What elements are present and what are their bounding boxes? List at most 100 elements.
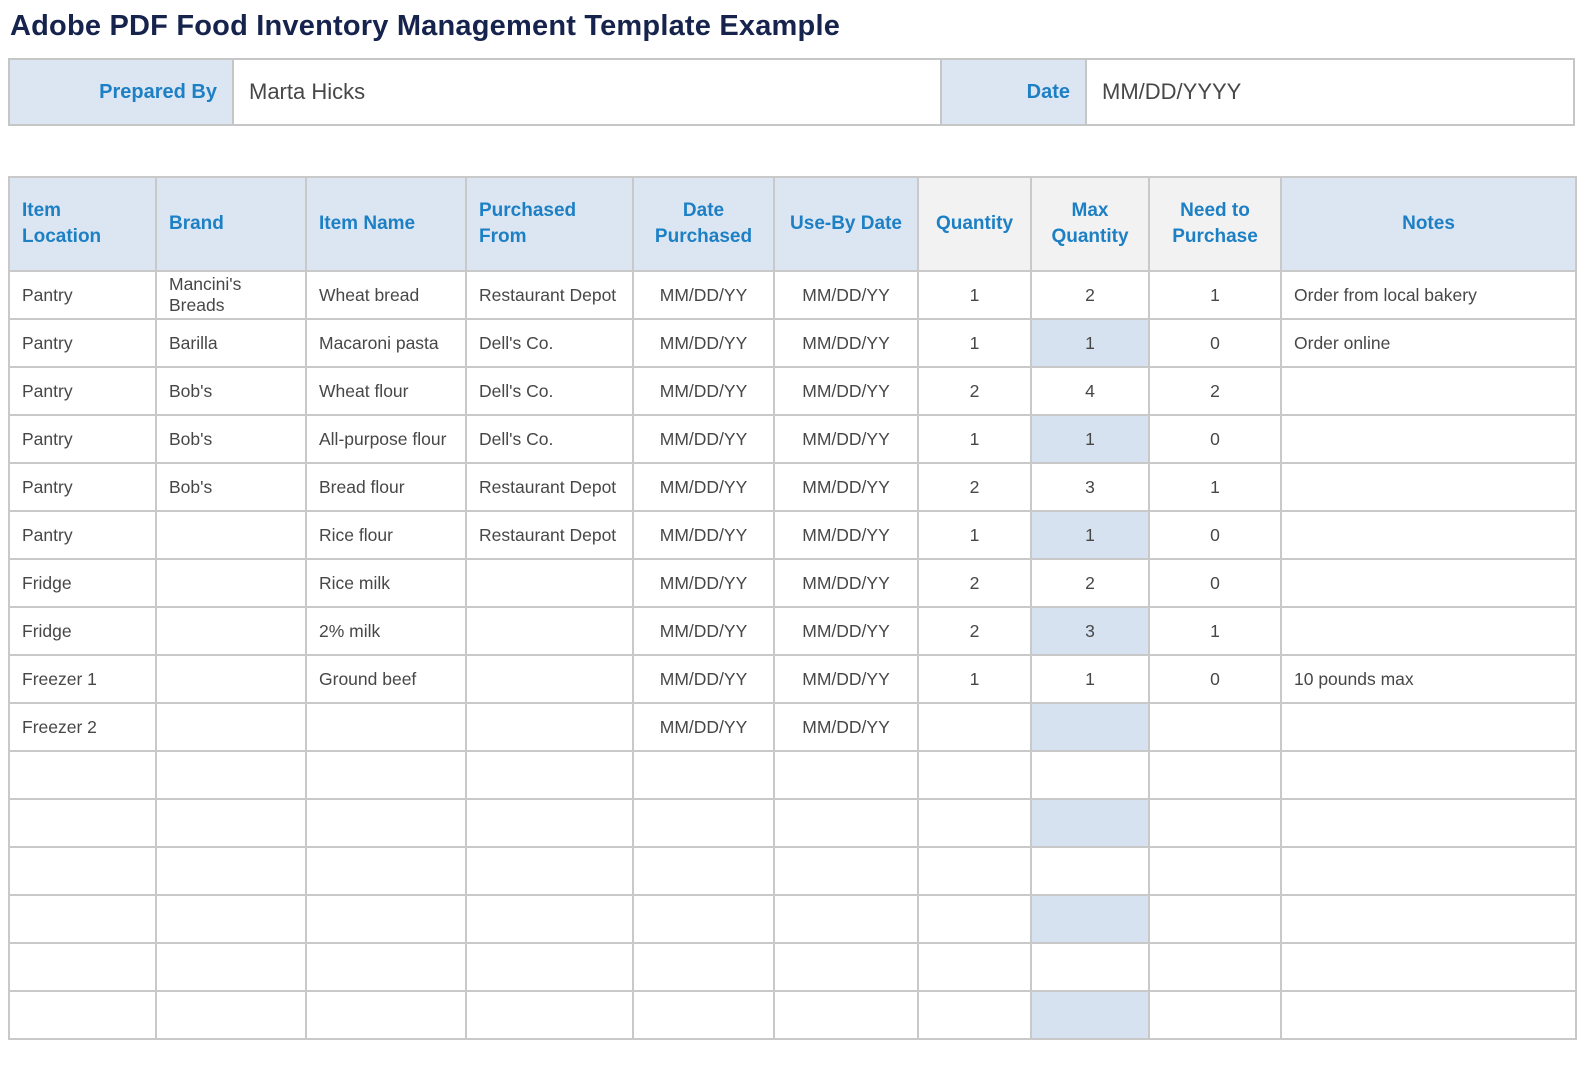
cell-need_to_purchase[interactable] xyxy=(1148,942,1282,992)
cell-notes[interactable] xyxy=(1280,798,1577,848)
cell-max_quantity[interactable]: 3 xyxy=(1030,606,1150,656)
cell-brand[interactable] xyxy=(155,798,307,848)
date-field[interactable]: MM/DD/YYYY xyxy=(1085,60,1573,124)
cell-date_purchased[interactable]: MM/DD/YY xyxy=(632,270,775,320)
cell-notes[interactable] xyxy=(1280,990,1577,1040)
cell-notes[interactable] xyxy=(1280,510,1577,560)
cell-date_purchased[interactable]: MM/DD/YY xyxy=(632,462,775,512)
cell-date_purchased[interactable] xyxy=(632,750,775,800)
cell-max_quantity[interactable]: 1 xyxy=(1030,318,1150,368)
cell-purchased_from[interactable]: Dell's Co. xyxy=(465,318,634,368)
cell-item_name[interactable] xyxy=(305,942,467,992)
cell-notes[interactable]: 10 pounds max xyxy=(1280,654,1577,704)
cell-location[interactable] xyxy=(8,942,157,992)
cell-max_quantity[interactable]: 1 xyxy=(1030,654,1150,704)
cell-quantity[interactable]: 1 xyxy=(917,318,1032,368)
cell-purchased_from[interactable]: Restaurant Depot xyxy=(465,510,634,560)
cell-item_name[interactable]: Macaroni pasta xyxy=(305,318,467,368)
cell-item_name[interactable] xyxy=(305,846,467,896)
cell-need_to_purchase[interactable]: 0 xyxy=(1148,510,1282,560)
cell-use_by_date[interactable]: MM/DD/YY xyxy=(773,702,919,752)
cell-max_quantity[interactable] xyxy=(1030,894,1150,944)
cell-brand[interactable] xyxy=(155,942,307,992)
cell-notes[interactable]: Order from local bakery xyxy=(1280,270,1577,320)
cell-brand[interactable] xyxy=(155,654,307,704)
cell-brand[interactable]: Bob's xyxy=(155,366,307,416)
cell-quantity[interactable] xyxy=(917,942,1032,992)
cell-need_to_purchase[interactable]: 0 xyxy=(1148,414,1282,464)
cell-item_name[interactable] xyxy=(305,750,467,800)
cell-quantity[interactable]: 1 xyxy=(917,510,1032,560)
cell-max_quantity[interactable]: 4 xyxy=(1030,366,1150,416)
cell-max_quantity[interactable]: 2 xyxy=(1030,558,1150,608)
cell-max_quantity[interactable] xyxy=(1030,942,1150,992)
cell-item_name[interactable]: Wheat bread xyxy=(305,270,467,320)
cell-quantity[interactable]: 2 xyxy=(917,366,1032,416)
cell-item_name[interactable]: Ground beef xyxy=(305,654,467,704)
cell-date_purchased[interactable]: MM/DD/YY xyxy=(632,366,775,416)
cell-use_by_date[interactable]: MM/DD/YY xyxy=(773,462,919,512)
cell-max_quantity[interactable]: 1 xyxy=(1030,414,1150,464)
cell-use_by_date[interactable] xyxy=(773,846,919,896)
cell-notes[interactable] xyxy=(1280,846,1577,896)
cell-quantity[interactable]: 1 xyxy=(917,654,1032,704)
cell-quantity[interactable]: 1 xyxy=(917,414,1032,464)
cell-purchased_from[interactable] xyxy=(465,750,634,800)
cell-date_purchased[interactable] xyxy=(632,942,775,992)
cell-date_purchased[interactable] xyxy=(632,894,775,944)
cell-need_to_purchase[interactable]: 1 xyxy=(1148,606,1282,656)
cell-brand[interactable]: Barilla xyxy=(155,318,307,368)
cell-notes[interactable] xyxy=(1280,894,1577,944)
cell-need_to_purchase[interactable] xyxy=(1148,846,1282,896)
cell-use_by_date[interactable]: MM/DD/YY xyxy=(773,558,919,608)
cell-need_to_purchase[interactable]: 1 xyxy=(1148,462,1282,512)
cell-location[interactable] xyxy=(8,798,157,848)
cell-brand[interactable] xyxy=(155,510,307,560)
cell-purchased_from[interactable]: Dell's Co. xyxy=(465,414,634,464)
cell-need_to_purchase[interactable]: 0 xyxy=(1148,318,1282,368)
cell-use_by_date[interactable] xyxy=(773,942,919,992)
cell-brand[interactable]: Bob's xyxy=(155,462,307,512)
cell-quantity[interactable] xyxy=(917,894,1032,944)
cell-item_name[interactable]: Bread flour xyxy=(305,462,467,512)
cell-location[interactable]: Freezer 2 xyxy=(8,702,157,752)
cell-max_quantity[interactable]: 2 xyxy=(1030,270,1150,320)
cell-location[interactable]: Pantry xyxy=(8,414,157,464)
cell-quantity[interactable] xyxy=(917,702,1032,752)
cell-notes[interactable]: Order online xyxy=(1280,318,1577,368)
cell-brand[interactable] xyxy=(155,750,307,800)
cell-purchased_from[interactable]: Restaurant Depot xyxy=(465,462,634,512)
cell-item_name[interactable]: 2% milk xyxy=(305,606,467,656)
cell-need_to_purchase[interactable] xyxy=(1148,702,1282,752)
cell-date_purchased[interactable] xyxy=(632,846,775,896)
cell-date_purchased[interactable]: MM/DD/YY xyxy=(632,510,775,560)
cell-max_quantity[interactable] xyxy=(1030,798,1150,848)
cell-notes[interactable] xyxy=(1280,750,1577,800)
cell-quantity[interactable]: 2 xyxy=(917,606,1032,656)
cell-max_quantity[interactable] xyxy=(1030,990,1150,1040)
cell-purchased_from[interactable] xyxy=(465,846,634,896)
cell-brand[interactable] xyxy=(155,894,307,944)
cell-notes[interactable] xyxy=(1280,702,1577,752)
cell-location[interactable]: Pantry xyxy=(8,462,157,512)
cell-use_by_date[interactable]: MM/DD/YY xyxy=(773,510,919,560)
cell-use_by_date[interactable] xyxy=(773,750,919,800)
cell-need_to_purchase[interactable] xyxy=(1148,990,1282,1040)
cell-notes[interactable] xyxy=(1280,414,1577,464)
cell-max_quantity[interactable]: 1 xyxy=(1030,510,1150,560)
cell-location[interactable]: Fridge xyxy=(8,606,157,656)
cell-max_quantity[interactable] xyxy=(1030,702,1150,752)
cell-purchased_from[interactable] xyxy=(465,894,634,944)
cell-purchased_from[interactable] xyxy=(465,798,634,848)
cell-date_purchased[interactable]: MM/DD/YY xyxy=(632,558,775,608)
cell-brand[interactable] xyxy=(155,990,307,1040)
cell-quantity[interactable]: 2 xyxy=(917,462,1032,512)
cell-item_name[interactable]: Wheat flour xyxy=(305,366,467,416)
cell-need_to_purchase[interactable] xyxy=(1148,750,1282,800)
cell-brand[interactable] xyxy=(155,846,307,896)
cell-location[interactable]: Pantry xyxy=(8,318,157,368)
cell-notes[interactable] xyxy=(1280,366,1577,416)
cell-use_by_date[interactable]: MM/DD/YY xyxy=(773,606,919,656)
cell-item_name[interactable] xyxy=(305,798,467,848)
cell-location[interactable] xyxy=(8,846,157,896)
